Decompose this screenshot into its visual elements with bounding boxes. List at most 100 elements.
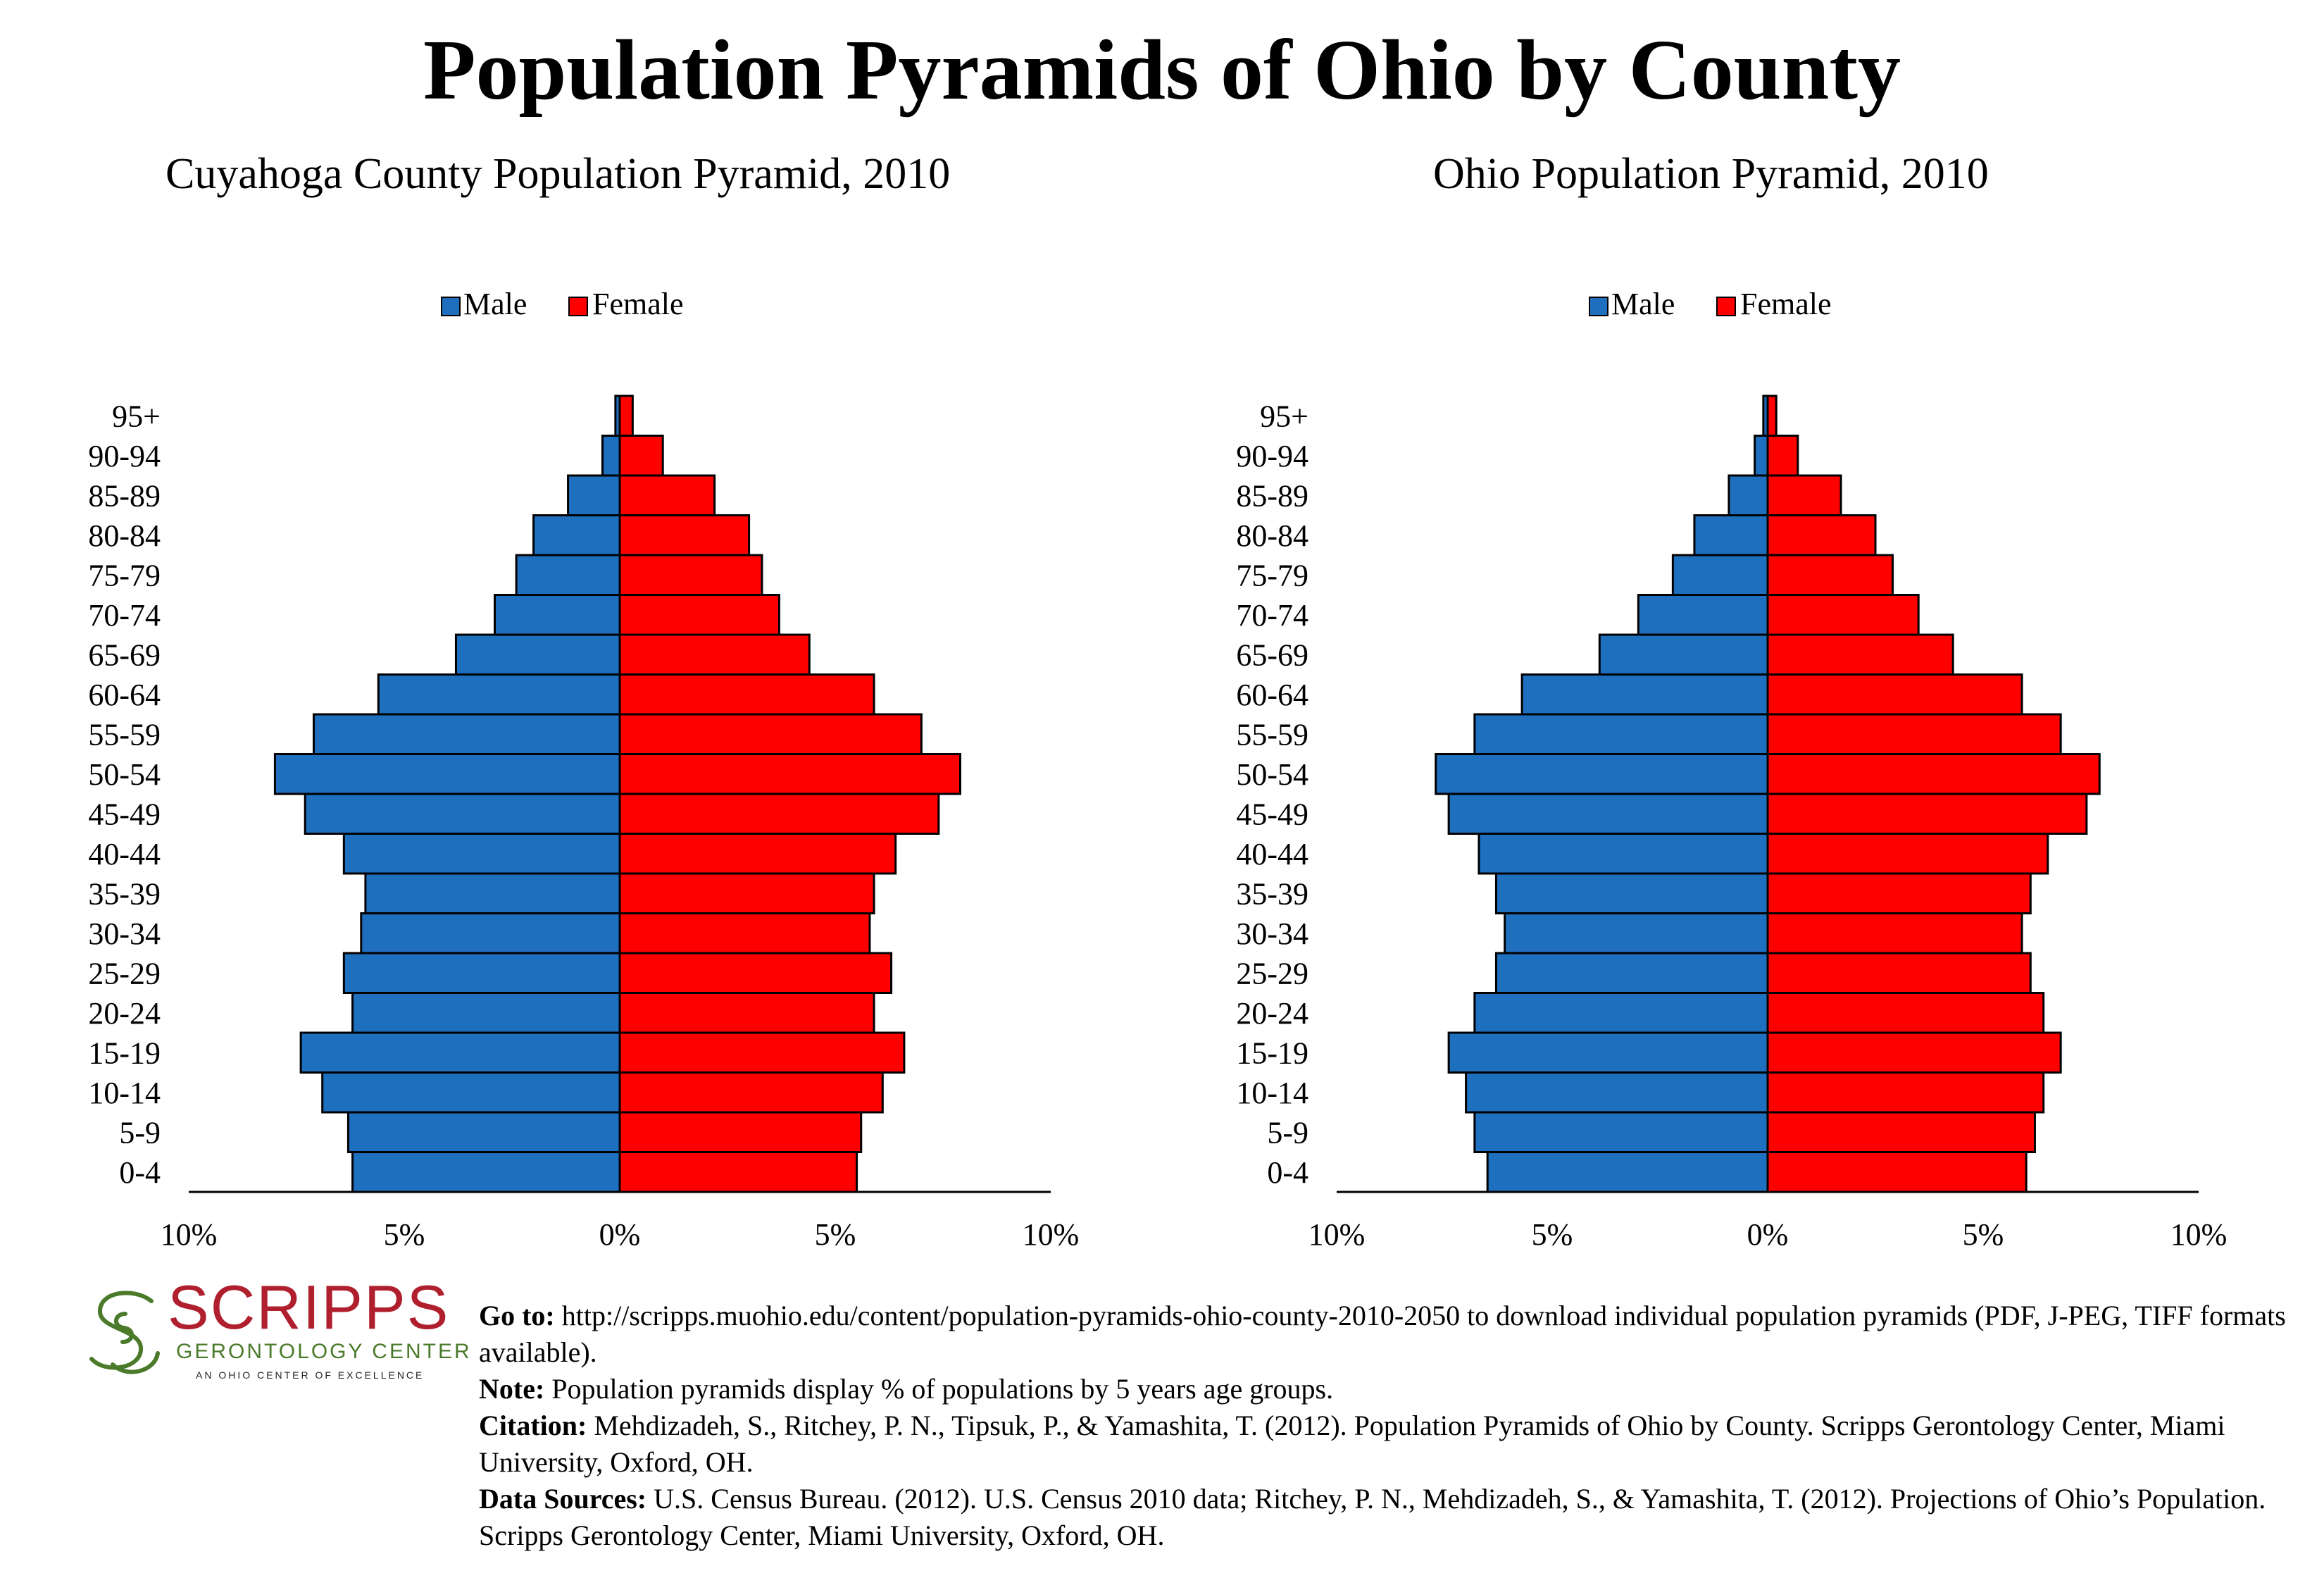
female-bar (1766, 872, 2032, 914)
male-bar (299, 1031, 621, 1074)
x-tick-label: 5% (1532, 1217, 1573, 1252)
male-bar (1598, 633, 1769, 676)
male-bar (1671, 554, 1769, 596)
female-bar (1766, 554, 1894, 596)
legend-female-label: Female (1740, 287, 1832, 321)
age-group-label: 0-4 (1267, 1155, 1308, 1190)
female-bar (618, 435, 664, 477)
female-bar (1766, 952, 2032, 994)
age-group-label: 90-94 (1236, 439, 1308, 473)
male-bar (567, 474, 621, 516)
x-tick-label: 5% (815, 1217, 856, 1252)
male-bar (321, 1071, 621, 1114)
age-group-label: 75-79 (88, 558, 161, 592)
age-group-label: 90-94 (88, 439, 161, 473)
age-group-label: 85-89 (1236, 478, 1308, 513)
age-group-label: 35-39 (88, 876, 161, 911)
male-bar (1473, 1111, 1769, 1153)
male-bar (1447, 792, 1769, 835)
sources-text: U.S. Census Bureau. (2012). U.S. Census … (479, 1483, 2266, 1551)
female-bar (1766, 1031, 2062, 1074)
age-group-label: 75-79 (1236, 558, 1308, 592)
male-bar (454, 633, 621, 676)
female-bar (618, 514, 751, 557)
cuyahoga-pyramid-plot: 0-4 5-9 10-14 15-19 20-24 25-29 30-34 35-39 40-4… (88, 287, 1079, 1252)
x-tick-label: 0% (599, 1217, 641, 1252)
goto-text: http://scripps.muohio.edu/content/popula… (479, 1300, 2286, 1368)
age-group-label: 10-14 (1236, 1076, 1308, 1110)
scripps-logo: SCRIPPS GERONTOLOGY CENTER AN OHIO CENTE… (85, 1276, 470, 1402)
age-group-label: 25-29 (88, 956, 161, 990)
female-bar (618, 1151, 858, 1193)
female-bar (618, 554, 763, 596)
age-group-label: 20-24 (88, 996, 161, 1031)
legend-male-label: Male (463, 287, 527, 321)
age-group-label: 95+ (112, 399, 161, 433)
female-bar (1766, 673, 2023, 716)
male-bar (1473, 992, 1769, 1034)
female-bar (618, 474, 716, 516)
female-bar (1766, 1151, 2028, 1193)
age-group-label: 85-89 (88, 478, 161, 513)
male-bar (351, 992, 621, 1034)
female-bar (1766, 633, 1954, 676)
legend-female-swatch (1716, 297, 1736, 316)
female-bar (1766, 514, 1877, 557)
legend-male-label: Male (1611, 287, 1675, 321)
female-bar (1766, 1111, 2036, 1153)
age-group-label: 45-49 (1236, 797, 1308, 831)
male-bar (532, 514, 621, 557)
notes-block: Go to: http://scripps.muohio.edu/content… (479, 1298, 2310, 1554)
legend-male-swatch (441, 297, 461, 316)
female-bar (1766, 435, 1799, 477)
male-bar (1520, 673, 1769, 716)
female-bar (1766, 753, 2101, 795)
chart-title: Cuyahoga County Population Pyramid, 2010 (165, 150, 951, 198)
logo-name: SCRIPPS (168, 1272, 450, 1342)
female-bar (618, 633, 811, 676)
legend-male-swatch (1589, 297, 1608, 316)
age-group-label: 40-44 (88, 837, 161, 871)
age-group-label: 30-34 (1236, 916, 1308, 951)
female-bar (618, 912, 871, 955)
chart-title: Ohio Population Pyramid, 2010 (1433, 150, 1989, 198)
female-bar (1766, 992, 2045, 1034)
male-bar (346, 1111, 621, 1153)
age-group-label: 70-74 (1236, 598, 1308, 633)
male-bar (515, 554, 621, 596)
age-group-label: 20-24 (1236, 996, 1308, 1031)
male-bar (1693, 514, 1769, 557)
x-tick-label: 0% (1747, 1217, 1789, 1252)
male-bar (1728, 474, 1769, 516)
age-group-label: 35-39 (1236, 876, 1308, 911)
age-group-label: 45-49 (88, 797, 161, 831)
x-tick-label: 10% (1308, 1217, 1366, 1252)
male-bar (601, 435, 621, 477)
female-bar (618, 872, 875, 914)
note-label: Note: (479, 1373, 545, 1405)
female-bar (1766, 833, 2049, 875)
female-bar (618, 753, 961, 795)
male-bar (1504, 912, 1769, 955)
female-bar (1766, 912, 2023, 955)
female-bar (1766, 594, 1920, 636)
age-group-label: 95+ (1260, 399, 1308, 433)
male-bar (1486, 1151, 1769, 1193)
x-tick-label: 10% (2170, 1217, 2228, 1252)
age-group-label: 15-19 (88, 1036, 161, 1070)
age-group-label: 65-69 (88, 638, 161, 672)
female-bar (618, 992, 875, 1034)
age-group-label: 25-29 (1236, 956, 1308, 990)
male-bar (1465, 1071, 1769, 1114)
goto-note: Go to: http://scripps.muohio.edu/content… (479, 1298, 2310, 1371)
citation-label: Citation: (479, 1410, 587, 1441)
female-bar (618, 394, 634, 437)
female-bar (618, 673, 875, 716)
male-bar (1435, 753, 1769, 795)
female-bar (618, 792, 940, 835)
female-bar (1766, 394, 1778, 437)
male-bar (1473, 713, 1769, 755)
age-group-label: 30-34 (88, 916, 161, 951)
age-group-label: 15-19 (1236, 1036, 1308, 1070)
female-bar (1766, 792, 2088, 835)
